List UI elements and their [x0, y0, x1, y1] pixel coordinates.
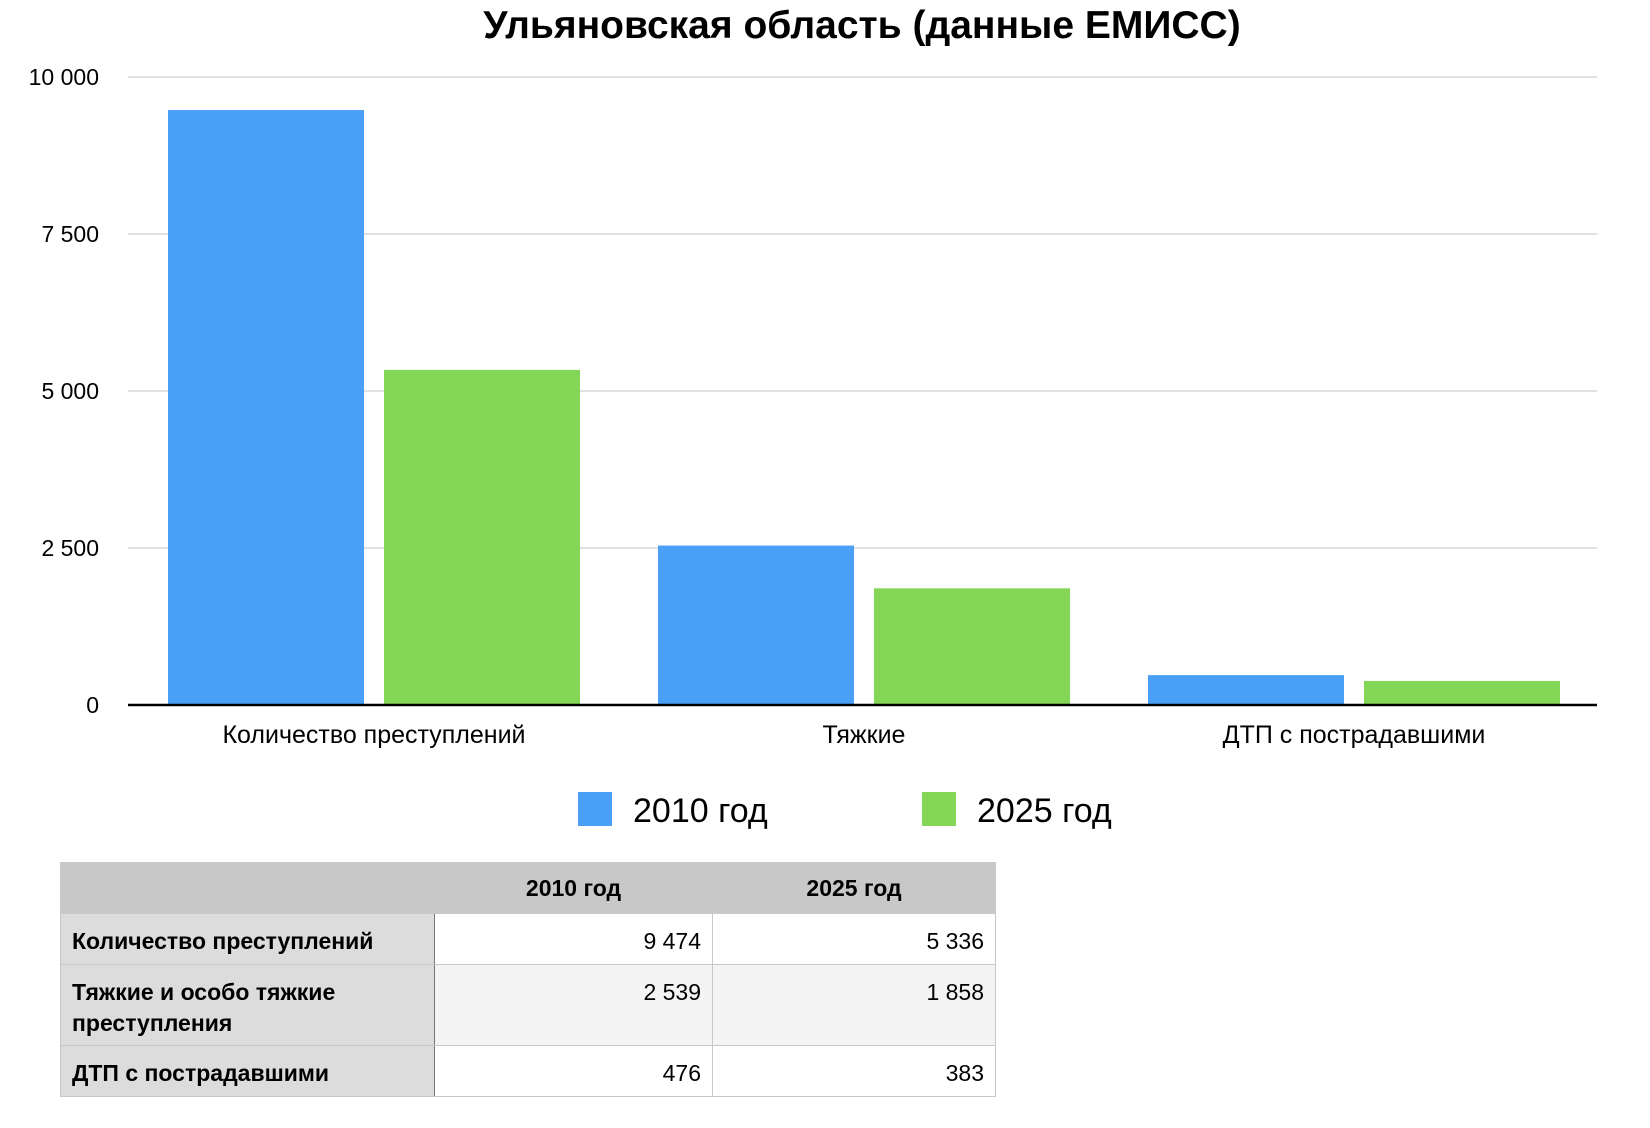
- category-labels: Количество преступлений Тяжкие ДТП с постр…: [222, 721, 1485, 749]
- y-tick-label: 7 500: [41, 221, 99, 247]
- y-tick-label: 10 000: [29, 64, 99, 90]
- bar-2010: [658, 545, 854, 705]
- y-tick-label: 0: [86, 692, 99, 718]
- cell-2025: 383: [712, 1045, 996, 1097]
- y-tick-label: 5 000: [41, 378, 99, 404]
- table-header-corner: [60, 862, 435, 914]
- table-header-2025: 2025 год: [712, 862, 996, 914]
- data-table: 2010 год 2025 год Количество преступлени…: [60, 862, 996, 1097]
- bar-2010: [1148, 675, 1344, 705]
- bar-chart: Ульяновская область (данные ЕМИСС) 0 2 50…: [29, 4, 1597, 830]
- legend-swatch: [922, 792, 956, 826]
- row-label: ДТП с пострадавшими: [60, 1045, 435, 1097]
- row-label: Количество преступлений: [60, 913, 435, 965]
- table-row: ДТП с пострадавшими 476 383: [60, 1045, 996, 1097]
- table-header-2010: 2010 год: [434, 862, 713, 914]
- cell-2010: 476: [434, 1045, 713, 1097]
- bar-2025: [384, 369, 580, 705]
- cell-2025: 1 858: [712, 964, 996, 1046]
- bar-2025: [1364, 680, 1560, 705]
- category-label: Тяжкие: [823, 721, 906, 749]
- legend-label: 2010 год: [633, 792, 768, 830]
- cell-2025: 5 336: [712, 913, 996, 965]
- legend-swatch: [578, 792, 612, 826]
- table-header-row: 2010 год 2025 год: [60, 862, 996, 914]
- legend: 2010 год 2025 год: [578, 792, 1112, 830]
- row-label: Тяжкие и особо тяжкие преступления: [60, 964, 435, 1046]
- cell-2010: 9 474: [434, 913, 713, 965]
- gridlines: [128, 76, 1597, 549]
- chart-title: Ульяновская область (данные ЕМИСС): [483, 4, 1240, 47]
- y-tick-label: 2 500: [41, 535, 99, 561]
- cell-2010: 2 539: [434, 964, 713, 1046]
- category-label: Количество преступлений: [222, 721, 525, 749]
- bar-2010: [168, 110, 364, 706]
- table-row: Количество преступлений 9 474 5 336: [60, 913, 996, 965]
- legend-label: 2025 год: [977, 792, 1112, 830]
- y-axis-ticks: 0 2 500 5 000 7 500 10 000: [29, 64, 99, 718]
- bar-2025: [874, 588, 1070, 705]
- bars: [168, 110, 1560, 706]
- category-label: ДТП с пострадавшими: [1223, 721, 1486, 749]
- table-row: Тяжкие и особо тяжкие преступления 2 539…: [60, 964, 996, 1046]
